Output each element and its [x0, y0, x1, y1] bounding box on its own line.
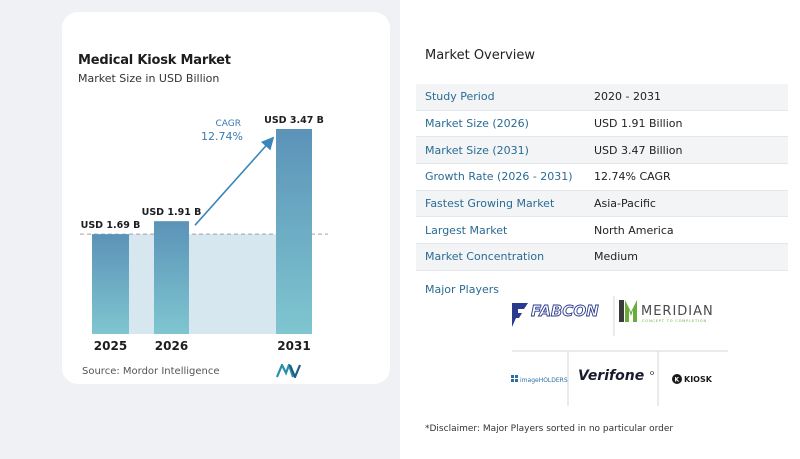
row-label: Market Concentration — [425, 250, 545, 264]
row-label: Market Size (2026) — [425, 117, 529, 131]
bar-2031 — [276, 129, 312, 334]
verifone-text: Verifone — [578, 368, 644, 384]
imageholders-text: imageHOLDERS — [520, 377, 568, 384]
svg-text:K: K — [675, 377, 680, 384]
row-value: 12.74% CAGR — [594, 170, 671, 184]
meridian-logo: MERIDIAN CONCEPT TO COMPLETION — [619, 300, 714, 323]
x-tick-label: 2031 — [277, 339, 310, 353]
data-label: USD 1.69 B — [81, 220, 141, 231]
row-value: Asia-Pacific — [594, 197, 656, 211]
row-value: USD 1.91 Billion — [594, 117, 683, 131]
cagr-label: CAGR — [215, 119, 241, 129]
row-label: Largest Market — [425, 223, 508, 237]
table-row: Study Period 2020 - 2031 — [416, 84, 788, 111]
kiosk-text: KIOSK — [684, 375, 713, 384]
row-value: 2020 - 2031 — [594, 90, 661, 104]
x-tick-label: 2026 — [155, 339, 188, 353]
chart-subtitle: Market Size in USD Billion — [78, 72, 220, 85]
source-note: Source: Mordor Intelligence — [82, 366, 220, 377]
imageholders-logo: imageHOLDERS — [511, 375, 568, 384]
cagr-value: 12.74% — [201, 130, 243, 143]
row-label: Market Size (2031) — [425, 143, 529, 157]
major-players-title: Major Players — [425, 283, 499, 296]
table-row: Largest Market North America — [416, 217, 788, 245]
chart-title: Medical Kiosk Market — [78, 53, 231, 68]
bar-2026 — [154, 221, 189, 334]
data-label: USD 1.91 B — [142, 207, 202, 218]
kiosk-logo: K KIOSK — [672, 374, 713, 384]
overview-table: Study Period 2020 - 2031 Market Size (202… — [416, 84, 788, 271]
row-label: Fastest Growing Market — [425, 197, 555, 211]
bar-2025 — [92, 234, 129, 334]
table-row: Market Size (2031) USD 3.47 Billion — [416, 137, 788, 165]
meridian-logo-text: MERIDIAN — [641, 304, 714, 319]
table-row: Market Size (2026) USD 1.91 Billion — [416, 111, 788, 138]
table-row: Fastest Growing Market Asia-Pacific — [416, 190, 788, 218]
row-label: Study Period — [425, 90, 495, 104]
overview-title: Market Overview — [425, 48, 536, 63]
overview-card — [400, 0, 800, 459]
table-row: Market Concentration Medium — [416, 244, 788, 271]
meridian-tagline: CONCEPT TO COMPLETION — [642, 319, 707, 323]
row-value: North America — [594, 223, 674, 237]
disclaimer: *Disclaimer: Major Players sorted in no … — [425, 424, 674, 434]
table-row: Growth Rate (2026 - 2031) 12.74% CAGR — [416, 164, 788, 191]
fabcon-logo: FABCON — [512, 302, 600, 327]
verifone-logo: Verifone — [578, 368, 654, 384]
row-value: Medium — [594, 250, 638, 264]
row-label: Growth Rate (2026 - 2031) — [425, 170, 573, 184]
mordor-logo-icon — [276, 364, 302, 378]
x-tick-label: 2025 — [94, 339, 127, 353]
cagr-arrow — [194, 136, 275, 226]
row-value: USD 3.47 Billion — [594, 143, 683, 157]
data-label: USD 3.47 B — [264, 115, 324, 126]
fabcon-logo-text: FABCON — [531, 302, 599, 320]
